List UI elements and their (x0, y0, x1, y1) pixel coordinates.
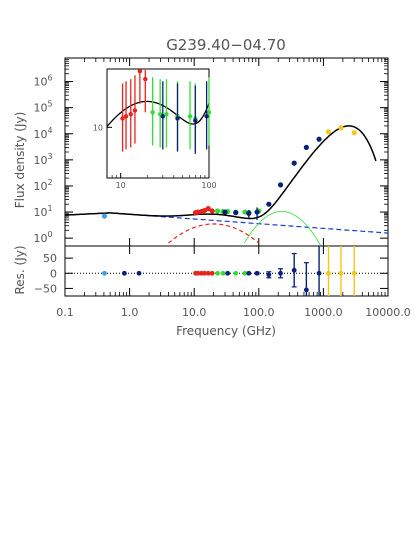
y-tick-label: 103 (33, 152, 52, 167)
data-point (101, 213, 108, 219)
x-tick-label: 10.0 (182, 306, 207, 319)
data-point (246, 210, 252, 216)
y-tick-label: 104 (33, 126, 52, 141)
residual-point (205, 270, 211, 276)
residual-point (202, 270, 208, 276)
inset-data-point (132, 108, 138, 113)
x-tick-label: 1000.0 (304, 306, 343, 319)
total-model-line (64, 125, 377, 220)
inset-data-point (160, 114, 166, 119)
main-y-axis-label: Flux density (Jy) (13, 112, 27, 209)
data-point (277, 182, 284, 188)
inset-data-point (175, 116, 180, 121)
residual-point (136, 270, 142, 276)
residual-point (338, 270, 344, 276)
data-point (222, 209, 228, 215)
inset-data-point (204, 114, 209, 119)
residual-point (291, 267, 297, 273)
inset-data-point (164, 112, 169, 117)
inset-data-point (120, 116, 125, 121)
inset-data-point (150, 110, 155, 115)
chart-title: G239.40−04.70 (166, 36, 286, 54)
data-point (254, 209, 260, 215)
residual-point (303, 287, 309, 293)
residual-point (102, 270, 107, 276)
spinning-dust-model-line (168, 223, 260, 244)
data-point (316, 136, 322, 142)
inset-data-point (193, 118, 198, 123)
y-tick-label: −50 (34, 282, 57, 295)
inset-data-point (187, 114, 193, 119)
residual-point (316, 270, 322, 276)
data-point (209, 208, 215, 214)
inset-x-tick-label: 100 (201, 181, 216, 190)
y-tick-label: 106 (33, 74, 52, 89)
y-tick-label: 102 (33, 178, 52, 193)
data-point (303, 144, 309, 151)
data-point (214, 208, 221, 214)
cmb-model-line (244, 211, 321, 246)
x-tick-label: 0.1 (56, 306, 74, 319)
residual-point (220, 270, 226, 276)
inset-data-point (143, 76, 148, 82)
residual-point (215, 270, 220, 276)
residual-point (254, 270, 260, 276)
inset-x-tick-label: 10 (116, 181, 126, 190)
x-axis-label: Frequency (GHz) (176, 324, 276, 338)
residual-point (326, 270, 331, 276)
residual-point (242, 270, 248, 276)
residual-frame (64, 245, 389, 297)
inset-panel: 10 100 10 (93, 68, 217, 190)
main-panel: 100 101 102 103 104 105 106 (33, 57, 389, 247)
residual-point (195, 270, 201, 276)
y-tick-label: 50 (43, 252, 57, 265)
residual-point (209, 270, 215, 276)
residual-point (266, 272, 272, 278)
inset-model-line (106, 100, 210, 127)
x-tick-label: 10000.0 (365, 306, 411, 319)
x-tick-label: 100.0 (243, 306, 275, 319)
residual-point (225, 270, 231, 276)
free-free-model-line (64, 212, 389, 234)
y-tick-label: 105 (33, 100, 52, 115)
residual-point (278, 270, 283, 276)
inset-data-point (206, 110, 212, 115)
residual-point (121, 270, 127, 276)
data-point (338, 125, 344, 131)
data-point (325, 129, 332, 135)
inset-data-point (123, 114, 129, 119)
data-point (233, 210, 239, 216)
y-tick-label: 0 (50, 267, 57, 280)
inset-data-point (128, 112, 133, 117)
residual-point (233, 270, 239, 276)
inset-y-tick-label: 10 (93, 123, 103, 132)
data-point (266, 201, 272, 207)
x-tick-label: 1.0 (121, 306, 139, 319)
residual-panel: 0.1 1.0 10.0 100.0 1000.0 10000.0 50 0 −50 (34, 245, 411, 319)
data-point (291, 160, 297, 166)
y-tick-label: 101 (33, 204, 52, 219)
residual-point (246, 270, 252, 276)
residual-y-axis-label: Res. (Jy) (13, 245, 27, 294)
data-point (205, 206, 211, 212)
y-tick-label: 100 (33, 230, 52, 245)
residual-point (351, 270, 357, 276)
inset-data-point (137, 68, 143, 74)
data-point (351, 130, 357, 136)
